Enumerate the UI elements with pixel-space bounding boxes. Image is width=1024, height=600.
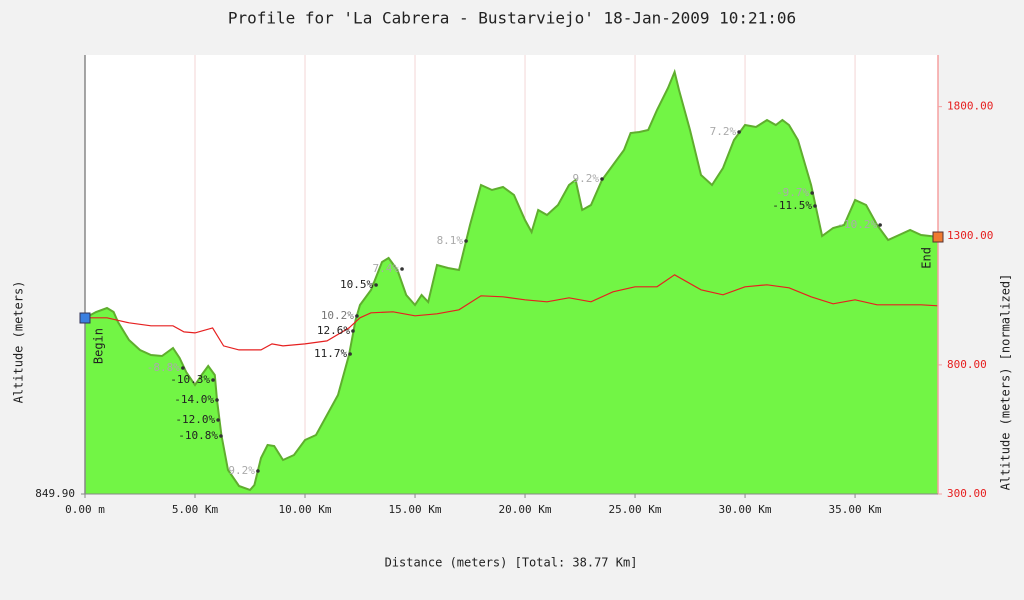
grade-label: -11.5% — [772, 199, 812, 212]
grade-label: -12.0% — [175, 413, 215, 426]
grade-point — [215, 398, 219, 402]
x-tick-label: 0.00 m — [65, 503, 105, 516]
grade-point — [355, 314, 359, 318]
grade-label: -14.0% — [174, 393, 214, 406]
y2-tick-label: 1300.00 — [947, 229, 993, 242]
x-tick-label: 35.00 Km — [829, 503, 882, 516]
area-fill — [85, 72, 938, 494]
grade-point — [348, 352, 352, 356]
grade-label: 11.7% — [314, 347, 347, 360]
x-tick-label: 20.00 Km — [499, 503, 552, 516]
grade-label: 8.1% — [437, 234, 464, 247]
grade-point — [400, 267, 404, 271]
x-tick-label: 30.00 Km — [719, 503, 772, 516]
y2-tick-label: 800.00 — [947, 358, 987, 371]
grade-point — [256, 469, 260, 473]
begin-label: Begin — [92, 328, 106, 364]
grade-point — [211, 378, 215, 382]
grade-label: 10.5% — [340, 278, 373, 291]
y2-axis-label: Altitude (meters) [normalized] — [999, 274, 1013, 491]
grade-point — [878, 223, 882, 227]
x-axis-label: Distance (meters) [Total: 38.77 Km] — [385, 556, 638, 570]
end-marker — [932, 231, 944, 243]
x-tick-label: 10.00 Km — [279, 503, 332, 516]
grade-label: -8.8% — [147, 361, 180, 374]
y-axis-label: Altitude (meters) — [12, 281, 26, 404]
grade-label: 12.6% — [317, 324, 350, 337]
begin-marker — [79, 312, 91, 324]
normalized-line — [85, 274, 939, 351]
grade-point — [737, 130, 741, 134]
grade-label: -10.3% — [170, 373, 210, 386]
grade-label: -10.2% — [837, 218, 877, 231]
grade-point — [810, 191, 814, 195]
y2-tick-label: 1800.00 — [947, 100, 993, 113]
grade-label: 7.4% — [373, 262, 400, 275]
grade-label: -9.7% — [776, 186, 809, 199]
grade-point — [813, 204, 817, 208]
chart-title: Profile for 'La Cabrera - Bustarviejo' 1… — [228, 9, 796, 28]
grade-label: 9.2% — [228, 464, 255, 477]
grade-label: 7.2% — [710, 125, 737, 138]
grade-point — [351, 329, 355, 333]
y-tick-label: 849.90 — [35, 487, 75, 500]
x-tick-label: 25.00 Km — [609, 503, 662, 516]
grade-point — [216, 418, 220, 422]
end-label: End — [920, 247, 934, 269]
grade-point — [464, 239, 468, 243]
y2-tick-label: 300.00 — [947, 487, 987, 500]
grade-label: 10.2% — [321, 309, 354, 322]
grade-point — [600, 177, 604, 181]
grade-point — [181, 366, 185, 370]
x-tick-label: 5.00 Km — [172, 503, 219, 516]
profile-line — [84, 68, 939, 492]
grade-point — [374, 283, 378, 287]
grade-point — [219, 434, 223, 438]
x-tick-label: 15.00 Km — [389, 503, 442, 516]
grade-label: -10.8% — [178, 429, 218, 442]
grade-label: 9.2% — [573, 172, 600, 185]
